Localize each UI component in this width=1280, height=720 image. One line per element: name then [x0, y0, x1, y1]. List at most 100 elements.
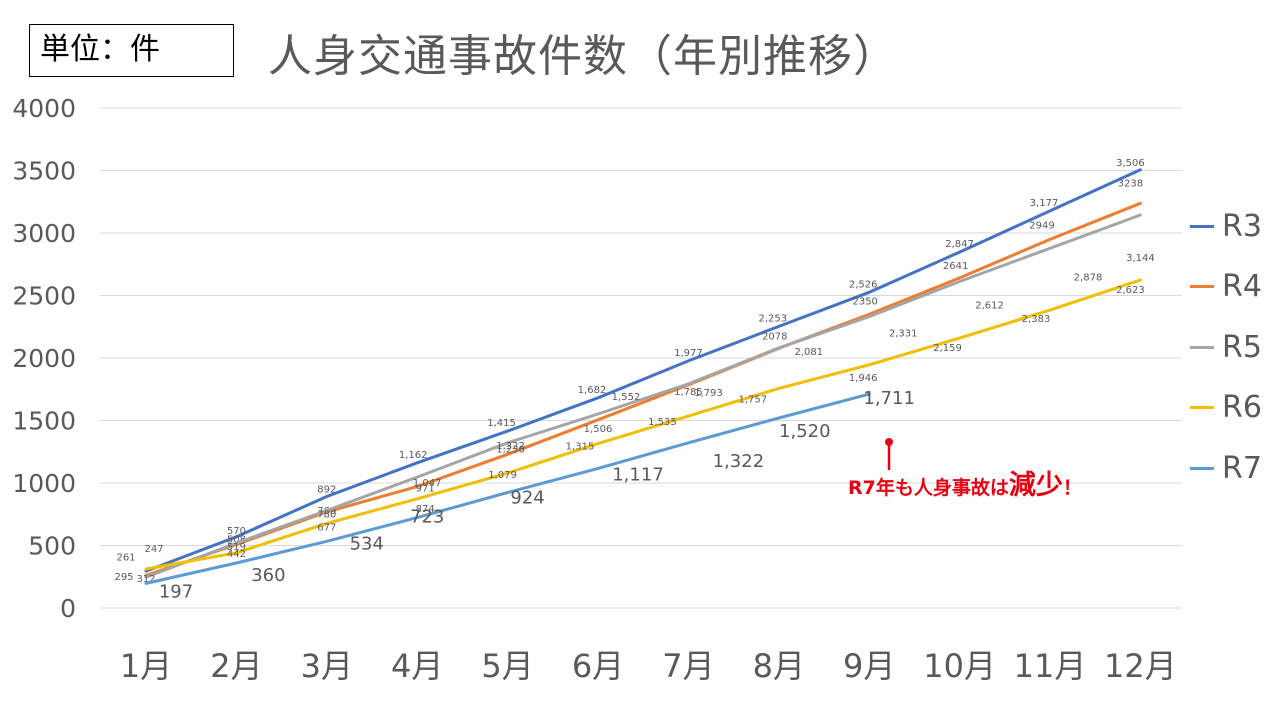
data-label-r6: 442	[227, 549, 246, 560]
data-label-r6: 2,623	[1116, 285, 1145, 296]
data-label-r7: 1,711	[863, 388, 915, 409]
x-tick-label: 1月	[120, 647, 172, 685]
data-label-r3: 1,415	[487, 418, 516, 429]
data-label-r7: 1,520	[779, 421, 831, 442]
data-label-r4: 3238	[1118, 178, 1143, 189]
x-tick-label: 5月	[481, 647, 533, 685]
data-label-r6: 1,946	[849, 373, 878, 384]
data-label-r5: 3,144	[1126, 253, 1155, 264]
x-tick-label: 9月	[843, 647, 895, 685]
data-label-r3: 3,506	[1116, 158, 1145, 169]
legend-item-r3: R3	[1190, 196, 1262, 257]
legend-swatch	[1190, 285, 1214, 289]
annotation-pointer-dot	[885, 438, 893, 446]
x-tick-label: 12月	[1104, 647, 1177, 685]
x-tick-label: 3月	[301, 647, 353, 685]
data-label-r5: 780	[317, 510, 336, 521]
y-tick-label: 4000	[12, 94, 76, 123]
data-label-r4: 2641	[943, 261, 968, 272]
data-label-r3: 1,162	[399, 450, 428, 461]
data-label-r5: 1,322	[496, 441, 525, 452]
data-label-r3: 3,177	[1030, 198, 1059, 209]
data-label-r6: 2,159	[933, 343, 962, 354]
y-tick-label: 0	[60, 594, 76, 623]
x-tick-label: 4月	[391, 647, 443, 685]
data-label-r4: 508	[227, 535, 246, 546]
data-label-r6: 312	[136, 574, 155, 585]
data-label-r3: 1,682	[578, 385, 607, 396]
data-label-r4: 1,230	[496, 444, 525, 455]
data-label-r6: 677	[317, 522, 336, 533]
legend-swatch	[1190, 406, 1214, 410]
legend-label: R3	[1222, 208, 1262, 244]
data-label-r4: 2078	[762, 331, 787, 342]
x-tick-label: 11月	[1014, 647, 1087, 685]
data-label-r7: 197	[159, 581, 193, 602]
x-tick-label: 6月	[572, 647, 624, 685]
y-tick-label: 2000	[12, 344, 76, 373]
legend-item-r6: R6	[1190, 378, 1262, 439]
unit-label: 単位：件	[29, 24, 234, 77]
data-label-r5: 1,552	[612, 392, 641, 403]
data-label-r4: 1,785	[674, 387, 703, 398]
legend-swatch	[1190, 345, 1214, 349]
data-label-r3: 892	[317, 485, 336, 496]
series-line-r3	[144, 168, 1142, 573]
data-label-r4: 971	[416, 484, 435, 495]
legend-label: R7	[1222, 450, 1262, 486]
data-label-r6: 1,079	[488, 470, 517, 481]
data-label-r4: 1,506	[584, 424, 613, 435]
x-tick-label: 2月	[210, 647, 262, 685]
series-line-r7	[144, 392, 871, 585]
y-tick-label: 2500	[12, 282, 76, 311]
legend-item-r4: R4	[1190, 257, 1262, 318]
data-label-r7: 924	[510, 488, 544, 509]
y-tick-label: 1000	[12, 469, 76, 498]
legend-swatch	[1190, 466, 1214, 470]
data-label-r5: 2,612	[975, 301, 1004, 312]
y-tick-label: 3500	[12, 157, 76, 186]
data-label-r6: 1,315	[566, 442, 595, 453]
data-label-r7: 723	[410, 507, 444, 528]
data-label-r5: 2,081	[794, 347, 823, 358]
chart-title: 人身交通事故件数（年別推移）	[268, 31, 898, 82]
x-tick-label: 7月	[662, 647, 714, 685]
data-label-r4: 2350	[852, 296, 877, 307]
legend-label: R6	[1222, 390, 1262, 426]
data-label-r3: 2,526	[849, 279, 878, 290]
annotation-text: R7年も人身事故は減少！	[848, 470, 1082, 501]
data-label-r5: 247	[144, 544, 163, 555]
legend-label: R4	[1222, 269, 1262, 305]
data-label-r3: 570	[227, 526, 246, 537]
series-line-r6	[144, 278, 1142, 571]
series-line-r4	[144, 201, 1142, 577]
data-label-r3: 2,847	[945, 239, 974, 250]
data-label-r3: 295	[114, 572, 133, 583]
legend-label: R5	[1222, 329, 1262, 365]
legend-item-r7: R7	[1190, 438, 1262, 499]
data-label-r5: 1,047	[413, 478, 442, 489]
legend-swatch	[1190, 224, 1214, 228]
data-label-r6: 1,757	[738, 394, 767, 405]
y-tick-label: 1500	[12, 407, 76, 436]
data-label-r5: 2,331	[889, 329, 918, 340]
data-label-r7: 534	[350, 533, 384, 554]
y-tick-label: 3000	[12, 219, 76, 248]
x-tick-label: 10月	[923, 647, 996, 685]
data-label-r5: 2,878	[1074, 272, 1103, 283]
data-label-r7: 1,117	[612, 464, 664, 485]
data-label-r6: 874	[416, 504, 435, 515]
chart-legend: R3 R4 R5 R6 R7	[1190, 196, 1262, 499]
data-label-r6: 1,535	[648, 417, 677, 428]
data-label-r5: 1,793	[694, 388, 723, 399]
data-label-r7: 360	[251, 565, 285, 586]
data-label-r6: 2,383	[1022, 314, 1051, 325]
data-label-r3: 2,253	[758, 313, 787, 324]
legend-item-r5: R5	[1190, 317, 1262, 378]
data-label-r4: 2949	[1029, 220, 1054, 231]
data-label-r5: 519	[227, 542, 246, 553]
y-tick-label: 500	[28, 532, 76, 561]
data-label-r4: 261	[116, 552, 135, 563]
data-label-r7: 1,322	[713, 451, 765, 472]
